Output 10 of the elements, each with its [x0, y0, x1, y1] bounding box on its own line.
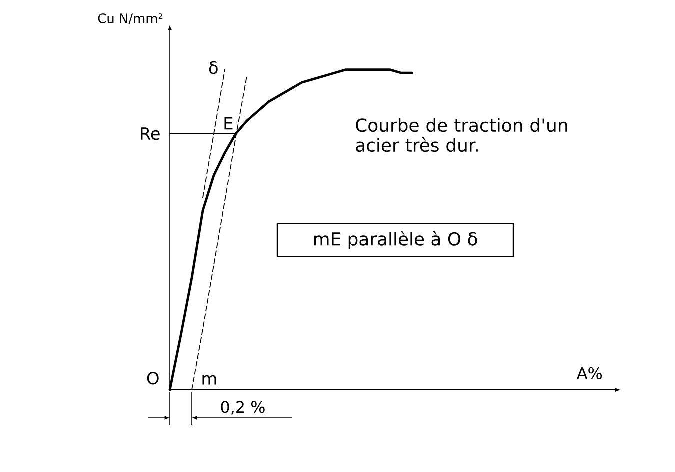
y-axis-title: Cu N/mm² — [98, 14, 163, 24]
annotation: E — [224, 117, 233, 130]
text: 0,2 % — [221, 401, 265, 415]
annotation: mE parallèle à O δ — [314, 231, 478, 250]
series-label: δ — [209, 61, 218, 74]
annotation: m — [202, 375, 216, 385]
series-label: Re — [141, 128, 160, 140]
text: O — [147, 372, 159, 385]
text: Courbe de traction d'un acier très dur. — [356, 118, 568, 152]
x-axis-title: A% — [576, 367, 602, 380]
